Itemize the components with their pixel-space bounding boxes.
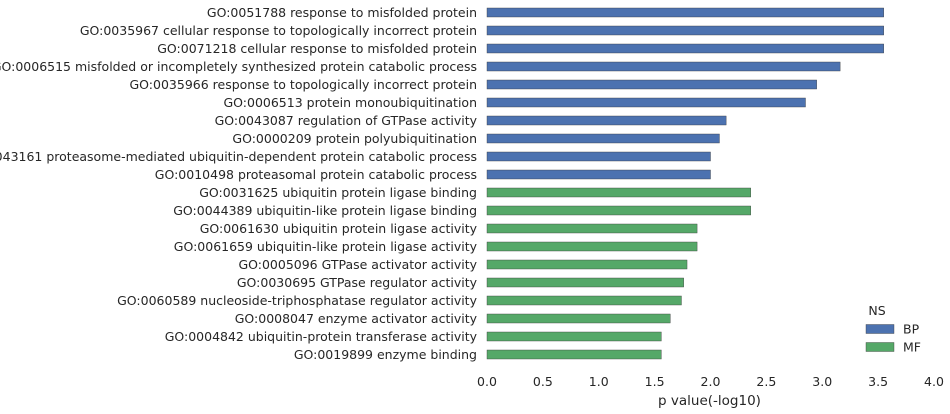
bar-mf bbox=[486, 205, 751, 216]
bar-mf bbox=[486, 259, 688, 270]
x-tick-label: 3.0 bbox=[812, 374, 832, 389]
category-label: GO:0051788 response to misfolded protein bbox=[207, 5, 477, 20]
legend-label-bp: BP bbox=[903, 322, 920, 337]
x-tick-label: 4.0 bbox=[924, 374, 944, 389]
category-label: GO:0044389 ubiquitin-like protein ligase… bbox=[173, 203, 477, 218]
legend: NS BP MF bbox=[865, 303, 921, 355]
bar-bp bbox=[486, 97, 806, 108]
category-label: GO:0061659 ubiquitin-like protein ligase… bbox=[174, 239, 478, 254]
category-label: GO:0006515 misfolded or incompletely syn… bbox=[0, 59, 477, 74]
category-label: GO:0004842 ubiquitin-protein transferase… bbox=[165, 329, 478, 344]
bars-group bbox=[486, 7, 884, 360]
category-label: GO:0071218 cellular response to misfolde… bbox=[157, 41, 477, 56]
bar-mf bbox=[486, 223, 698, 234]
category-label: GO:0043087 regulation of GTPase activity bbox=[215, 113, 478, 128]
x-axis-ticks: 0.0 0.5 1.0 1.5 2.0 2.5 3.0 3.5 4.0 bbox=[477, 374, 944, 389]
x-axis-title: p value(-log10) bbox=[658, 393, 761, 409]
category-label: GO:0000209 protein polyubiquitination bbox=[232, 131, 477, 146]
x-tick-label: 2.5 bbox=[756, 374, 776, 389]
category-label: GO:0035967 cellular response to topologi… bbox=[80, 23, 477, 38]
bar-bp bbox=[486, 133, 720, 144]
bar-mf bbox=[486, 241, 698, 252]
bar-mf bbox=[486, 295, 682, 306]
bar-bp bbox=[486, 7, 884, 18]
legend-swatch-bp bbox=[865, 324, 895, 334]
category-label: GO:0008047 enzyme activator activity bbox=[235, 311, 478, 326]
category-label: GO:0060589 nucleoside-triphosphatase reg… bbox=[117, 293, 477, 308]
category-label: GO:0043161 proteasome-mediated ubiquitin… bbox=[0, 149, 477, 164]
bar-bp bbox=[486, 25, 884, 36]
bar-bp bbox=[486, 151, 711, 162]
legend-swatch-mf bbox=[865, 342, 895, 352]
bar-bp bbox=[486, 79, 817, 90]
category-label: GO:0019899 enzyme binding bbox=[294, 347, 477, 362]
x-tick-label: 0.0 bbox=[477, 374, 497, 389]
bar-mf bbox=[486, 277, 684, 288]
legend-title: NS bbox=[868, 303, 885, 318]
bar-mf bbox=[486, 349, 662, 360]
x-tick-label: 3.5 bbox=[868, 374, 888, 389]
bar-mf bbox=[486, 187, 751, 198]
x-tick-label: 2.0 bbox=[701, 374, 721, 389]
x-tick-label: 1.0 bbox=[589, 374, 609, 389]
category-label: GO:0061630 ubiquitin protein ligase acti… bbox=[200, 221, 478, 236]
category-label: GO:0006513 protein monoubiquitination bbox=[223, 95, 477, 110]
category-label: GO:0030695 GTPase regulator activity bbox=[237, 275, 478, 290]
x-tick-label: 0.5 bbox=[533, 374, 553, 389]
bar-bp bbox=[486, 43, 884, 54]
category-label: GO:0010498 proteasomal protein catabolic… bbox=[155, 167, 477, 182]
bar-mf bbox=[486, 313, 671, 324]
legend-label-mf: MF bbox=[903, 340, 921, 355]
category-label: GO:0005096 GTPase activator activity bbox=[238, 257, 477, 272]
bar-bp bbox=[486, 61, 841, 72]
category-label: GO:0035966 response to topologically inc… bbox=[129, 77, 477, 92]
category-label: GO:0031625 ubiquitin protein ligase bind… bbox=[199, 185, 477, 200]
bar-bp bbox=[486, 169, 711, 180]
x-tick-label: 1.5 bbox=[645, 374, 665, 389]
bar-bp bbox=[486, 115, 727, 126]
bar-mf bbox=[486, 331, 662, 342]
category-labels: GO:0051788 response to misfolded protein… bbox=[0, 5, 478, 362]
